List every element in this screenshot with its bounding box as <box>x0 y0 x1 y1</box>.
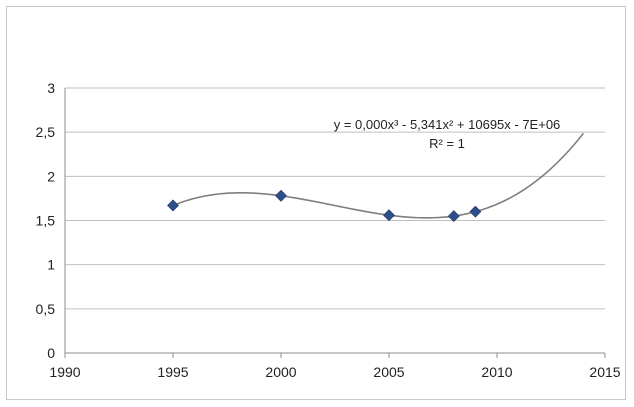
trendline-r-squared: R² = 1 <box>429 136 465 151</box>
x-tick-label: 2015 <box>589 364 620 380</box>
y-tick-label: 0,5 <box>36 301 56 317</box>
trendline-layer <box>172 132 585 219</box>
x-tick-label: 1995 <box>157 364 188 380</box>
y-tick-label: 1 <box>47 257 55 273</box>
data-points <box>167 189 482 223</box>
scatter-chart: 0 0,5 1 1,5 2 2,5 3 1990 1995 2000 2005 2010 2015 y … <box>36 80 621 380</box>
data-point <box>275 189 287 202</box>
y-tick-label: 2,5 <box>36 124 56 140</box>
chart-frame: 0 0,5 1 1,5 2 2,5 3 1990 1995 2000 2005 2010 2015 y … <box>6 6 626 400</box>
data-point <box>383 209 395 222</box>
data-point <box>167 199 179 212</box>
x-tick-label: 2000 <box>265 364 296 380</box>
y-tick-label: 2 <box>47 168 55 184</box>
y-tick-label: 3 <box>47 80 55 96</box>
x-tick-label: 1990 <box>49 364 80 380</box>
trendline-equation: y = 0,000x³ - 5,341x² + 10695x - 7E+06 <box>334 117 561 132</box>
x-tick-label: 2010 <box>481 364 512 380</box>
data-point <box>447 210 460 223</box>
axes <box>64 88 606 358</box>
y-tick-label: 1,5 <box>36 213 56 229</box>
x-tick-label: 2005 <box>373 364 404 380</box>
data-point <box>469 205 482 218</box>
gridlines <box>65 87 605 310</box>
y-tick-label: 0 <box>47 345 55 361</box>
tick-labels: 0 0,5 1 1,5 2 2,5 3 1990 1995 2000 2005 2010 2015 <box>36 80 621 380</box>
trendline-curve <box>172 132 585 219</box>
